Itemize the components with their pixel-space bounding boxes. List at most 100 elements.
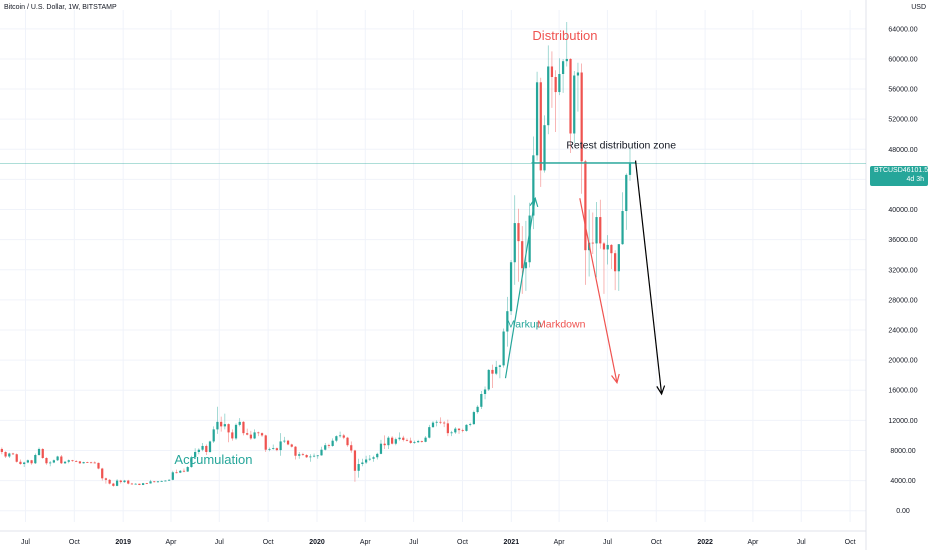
candle-body: [487, 369, 490, 390]
candle-body: [398, 437, 401, 440]
candle-body: [357, 464, 360, 471]
y-tick-label: 24000.00: [888, 328, 917, 335]
candle-body: [34, 454, 37, 464]
candle-body: [565, 58, 568, 62]
x-tick-label: Oct: [457, 539, 468, 546]
badge-countdown: 4d 3h: [906, 176, 924, 183]
candle-body: [186, 467, 189, 472]
y-tick-label: 20000.00: [888, 358, 917, 365]
candle-body: [550, 66, 554, 78]
candle-body: [220, 421, 223, 427]
y-tick-label: 40000.00: [888, 207, 917, 214]
candle-body: [409, 440, 412, 443]
y-tick-label: 0.00: [896, 508, 910, 515]
candle-body: [472, 412, 475, 425]
y-tick-label: 48000.00: [888, 147, 917, 154]
candle-body: [0, 448, 3, 452]
y-tick-label: 36000.00: [888, 237, 917, 244]
candle-body: [383, 443, 386, 446]
currency-unit: USD: [911, 4, 926, 11]
candle-body: [599, 217, 602, 244]
candle-body: [231, 432, 234, 439]
candle-body: [625, 174, 628, 212]
candle-body: [327, 445, 331, 446]
badge-price: 46101.55: [902, 167, 932, 174]
candle-body: [227, 424, 230, 433]
candle-body: [112, 483, 115, 486]
y-tick-label: 64000.00: [888, 26, 917, 33]
candle-body: [101, 468, 104, 479]
candle-body: [127, 480, 130, 484]
candle-body: [461, 430, 464, 431]
candle-body: [149, 481, 152, 484]
candle-body: [275, 448, 279, 451]
candle-body: [335, 436, 338, 441]
y-tick-label: 8000.00: [890, 448, 915, 455]
candle-body: [331, 440, 334, 446]
candle-body: [141, 483, 145, 485]
candle-body: [364, 459, 368, 463]
candle-body: [569, 58, 572, 134]
candle-body: [502, 331, 505, 366]
candle-body: [309, 456, 312, 458]
x-tick-label: Oct: [845, 539, 856, 546]
candle-body: [379, 443, 383, 454]
candle-body: [576, 72, 580, 76]
candle-body: [342, 435, 345, 438]
candle-body: [246, 433, 249, 435]
candle-body: [60, 456, 63, 464]
x-tick-label: Jul: [215, 539, 224, 546]
candle-body: [532, 155, 535, 216]
candle-body: [119, 480, 122, 483]
candle-body: [539, 82, 542, 171]
candle-body: [394, 439, 397, 444]
x-tick-label: Jul: [409, 539, 418, 546]
candle-body: [535, 82, 539, 156]
candle-body: [264, 435, 267, 450]
chart-annotation: Markdown: [537, 319, 586, 331]
candle-body: [617, 244, 620, 272]
candle-body: [413, 442, 416, 443]
candle-body: [591, 242, 594, 244]
candle-body: [194, 451, 197, 458]
x-tick-label: Apr: [166, 539, 178, 546]
candle-body: [372, 457, 375, 459]
candle-body: [19, 461, 22, 465]
candle-body: [123, 480, 126, 483]
candle-body: [443, 422, 446, 424]
candle-body: [167, 479, 171, 481]
candle-body: [78, 461, 82, 464]
candle-body: [283, 440, 286, 442]
candle-body: [417, 441, 420, 443]
candle-body: [405, 439, 409, 441]
candle-body: [242, 421, 245, 434]
candle-body: [153, 481, 156, 483]
candle-body: [175, 472, 178, 474]
candle-body: [26, 460, 29, 463]
candle-body: [89, 462, 93, 464]
candle-body: [469, 424, 472, 425]
candle-body: [201, 445, 204, 450]
candle-body: [435, 421, 438, 423]
x-tick-label: Oct: [69, 539, 80, 546]
candle-body: [387, 437, 390, 446]
candle-body: [517, 223, 520, 242]
candle-body: [316, 455, 319, 457]
candle-body: [138, 483, 141, 485]
candle-body: [197, 449, 200, 452]
candle-body: [130, 483, 134, 485]
trend-arrow-head: [611, 373, 620, 385]
candle-body: [286, 440, 290, 445]
candle-body: [431, 422, 435, 428]
candle-body: [253, 432, 256, 439]
candle-body: [391, 437, 394, 444]
candle-body: [338, 435, 342, 437]
candle-body: [368, 458, 371, 460]
candle-body: [573, 75, 576, 134]
candle-body: [424, 437, 427, 442]
x-tick-label: Oct: [651, 539, 662, 546]
candle-body: [547, 66, 550, 126]
candle-body: [11, 453, 15, 455]
